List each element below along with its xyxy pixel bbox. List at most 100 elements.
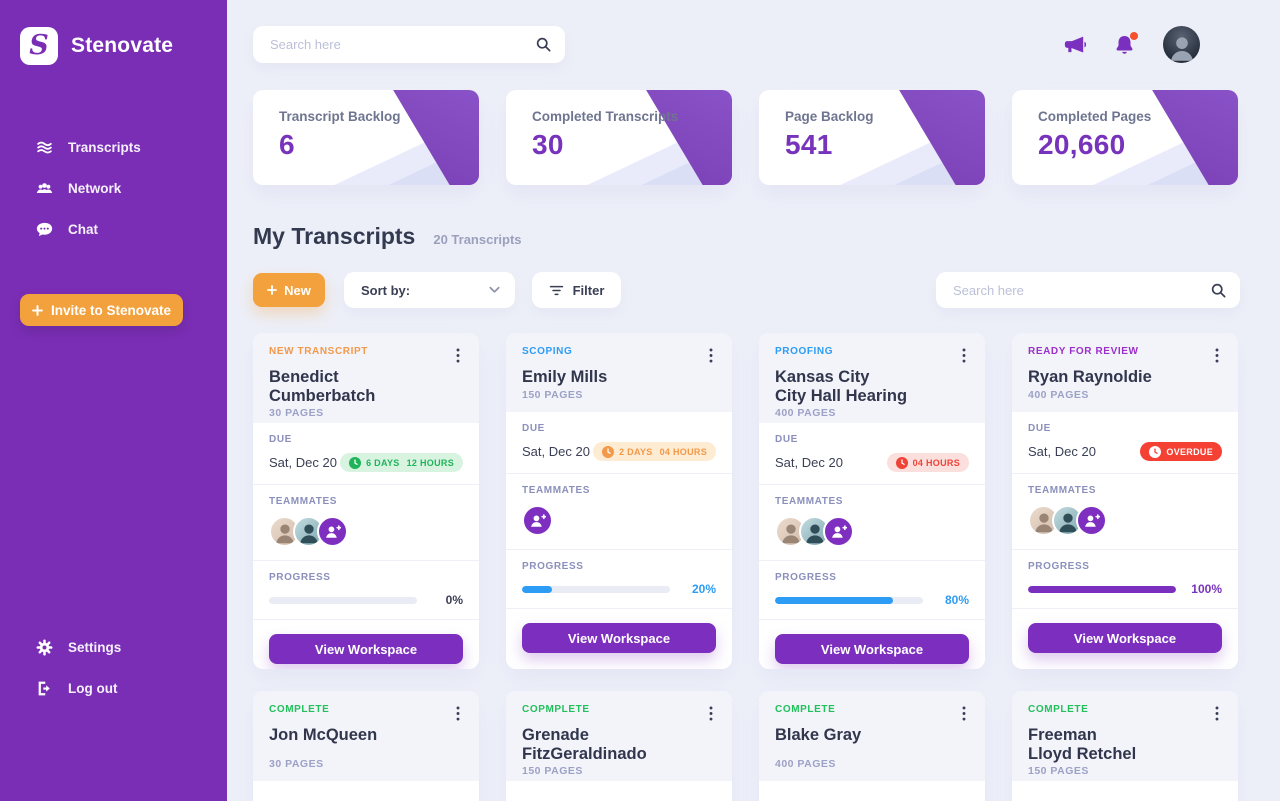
sidebar-item-settings[interactable]: Settings: [0, 627, 227, 668]
add-teammate-button[interactable]: [823, 516, 854, 547]
teammates-row: [522, 504, 716, 537]
due-section: DUE Sat, Dec 20 04 HOURS: [759, 423, 985, 485]
progress-fill: [775, 596, 894, 604]
transcript-card: READY FOR REVIEW Ryan Raynoldie 400 PAGE…: [1012, 333, 1238, 669]
card-menu-button[interactable]: [959, 704, 969, 723]
bell-icon[interactable]: [1113, 31, 1138, 56]
kebab-icon: [709, 348, 713, 363]
teammates-row: [775, 515, 969, 548]
progress-percent: 100%: [1191, 582, 1222, 596]
card-menu-button[interactable]: [1212, 346, 1222, 365]
global-search-input[interactable]: [253, 26, 565, 63]
kebab-icon: [709, 706, 713, 721]
stat-card: Transcript Backlog 6: [253, 90, 479, 185]
pages-label: 150 PAGES: [522, 764, 583, 777]
card-header: PROOFING Kansas City City Hall Hearing 40…: [759, 333, 985, 423]
search-icon[interactable]: [1210, 282, 1227, 299]
badge-text: 2 DAYS 04 HOURS: [619, 446, 707, 457]
add-teammate-button[interactable]: [1076, 505, 1107, 536]
transcript-card: NEW TRANSCRIPT Benedict Cumberbatch 30 PA…: [253, 333, 479, 669]
topbar: [253, 26, 1240, 63]
progress-section: PROGRESS 20%: [506, 550, 732, 609]
due-label: DUE: [522, 423, 545, 434]
view-workspace-button[interactable]: View Workspace: [522, 623, 716, 653]
new-transcript-button[interactable]: New: [253, 273, 325, 307]
progress-fill: [522, 585, 552, 593]
stenovate-logo-icon: S: [20, 27, 58, 65]
card-menu-button[interactable]: [706, 704, 716, 723]
due-badge: 2 DAYS 04 HOURS: [593, 442, 716, 461]
view-workspace-button[interactable]: View Workspace: [1028, 623, 1222, 653]
new-label: New: [284, 282, 311, 298]
due-date: Sat, Dec 20: [1028, 444, 1096, 459]
clock-icon: [1149, 445, 1162, 458]
view-workspace-button[interactable]: View Workspace: [775, 634, 969, 664]
kebab-icon: [456, 348, 460, 363]
status-label: COMPLETE: [269, 704, 330, 715]
invite-button[interactable]: Invite to Stenovate: [20, 294, 183, 326]
add-teammate-button[interactable]: [317, 516, 348, 547]
sidebar-item-network[interactable]: Network: [0, 168, 227, 209]
progress-percent: 80%: [944, 593, 969, 607]
person-plus-icon: [324, 523, 341, 540]
sidebar-nav: Transcripts Network Chat: [0, 127, 227, 250]
card-footer: View Workspace: [506, 609, 732, 669]
stat-card: Completed Pages 20,660: [1012, 90, 1238, 185]
view-workspace-button[interactable]: View Workspace: [269, 634, 463, 664]
stat-value: 541: [785, 129, 833, 160]
sidebar-item-logout[interactable]: Log out: [0, 668, 227, 709]
stat-label: Page Backlog: [785, 109, 874, 124]
add-teammate-button[interactable]: [522, 505, 553, 536]
card-menu-button[interactable]: [706, 346, 716, 365]
teammates-label: TEAMMATES: [1028, 485, 1096, 496]
progress-fill: [1028, 585, 1176, 593]
stat-label: Completed Pages: [1038, 109, 1152, 124]
sidebar-item-chat[interactable]: Chat: [0, 209, 227, 250]
card-title: Grenade FitzGeraldinado: [522, 726, 647, 764]
badge-text: 04 HOURS: [912, 457, 960, 468]
avatar[interactable]: [1163, 26, 1200, 63]
card-footer: View Workspace: [253, 620, 479, 669]
status-label: COPMPLETE: [522, 704, 590, 715]
global-search: [253, 26, 565, 63]
brand-name: Stenovate: [71, 34, 174, 57]
plus-icon: [267, 285, 277, 295]
filter-icon: [549, 285, 564, 296]
status-label: READY FOR REVIEW: [1028, 346, 1139, 357]
filter-button[interactable]: Filter: [532, 272, 621, 308]
progress-percent: 0%: [445, 593, 463, 607]
toolbar: New Sort by: Filter: [253, 272, 1240, 308]
sort-by-dropdown[interactable]: Sort by:: [344, 272, 515, 308]
due-badge: OVERDUE: [1140, 442, 1222, 461]
users-icon: [36, 180, 53, 197]
sidebar-item-transcripts[interactable]: Transcripts: [0, 127, 227, 168]
progress-section: PROGRESS 0%: [253, 561, 479, 620]
section-header: My Transcripts 20 Transcripts: [253, 223, 1280, 250]
due-label: DUE: [1028, 423, 1051, 434]
person-plus-icon: [830, 523, 847, 540]
status-label: PROOFING: [775, 346, 834, 357]
card-menu-button[interactable]: [959, 346, 969, 365]
stat-value: 6: [279, 129, 295, 160]
kebab-icon: [962, 348, 966, 363]
status-label: SCOPING: [522, 346, 573, 357]
notification-dot: [1130, 31, 1138, 40]
teammates-label: TEAMMATES: [522, 485, 590, 496]
card-menu-button[interactable]: [1212, 704, 1222, 723]
card-menu-button[interactable]: [453, 346, 463, 365]
pages-label: 400 PAGES: [775, 758, 836, 770]
badge-text: 6 DAYS 12 HOURS: [366, 457, 454, 468]
card-menu-button[interactable]: [453, 704, 463, 723]
stat-value: 30: [532, 129, 564, 160]
pages-label: 400 PAGES: [775, 406, 836, 419]
brand[interactable]: S Stenovate: [0, 0, 227, 65]
transcripts-search-input[interactable]: [936, 272, 1240, 308]
megaphone-icon[interactable]: [1063, 34, 1086, 56]
stats-row: Transcript Backlog 6 Completed Transcrip…: [253, 90, 1280, 185]
logo-letter: S: [29, 29, 49, 61]
card-header: NEW TRANSCRIPT Benedict Cumberbatch 30 PA…: [253, 333, 479, 423]
transcripts-search: [936, 272, 1240, 308]
search-icon[interactable]: [535, 36, 552, 53]
progress-percent: 20%: [691, 582, 716, 596]
page-title: My Transcripts: [253, 223, 416, 249]
